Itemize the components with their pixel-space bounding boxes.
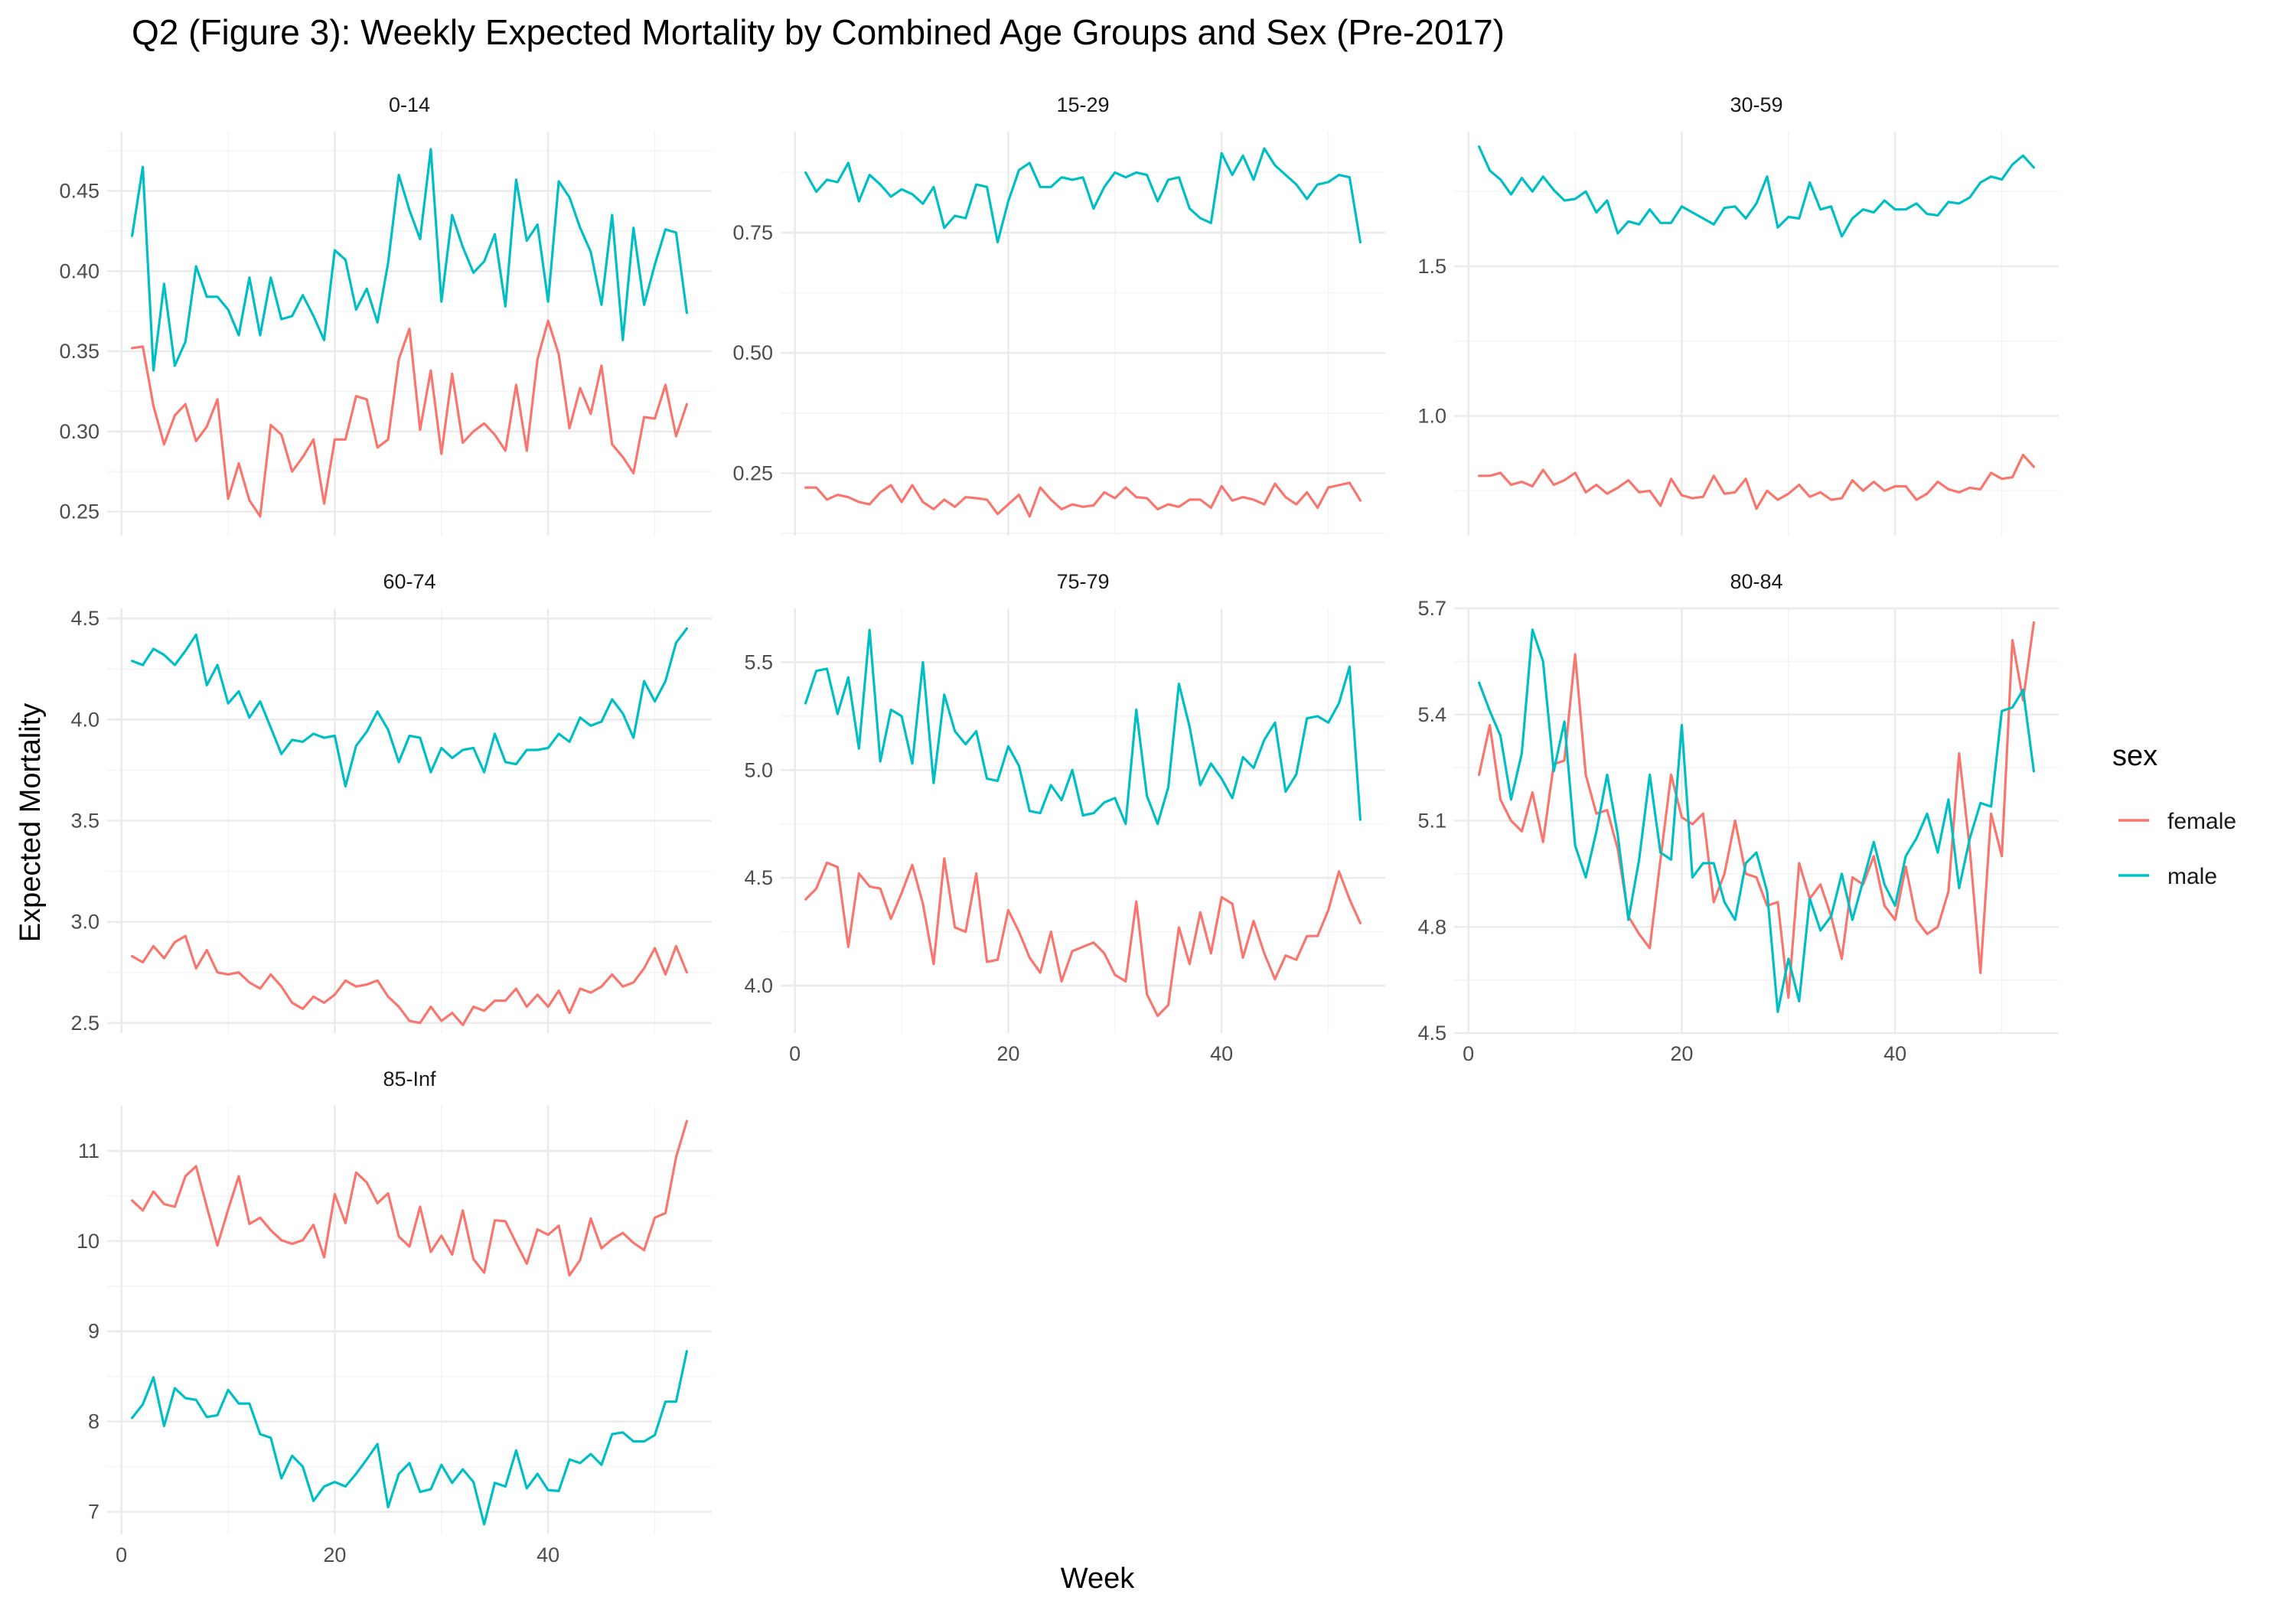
series-line-male <box>1477 145 2035 238</box>
y-tick-label: 0.75 <box>732 221 773 244</box>
y-tick-label: 0.30 <box>59 420 99 443</box>
x-tick-label: 40 <box>1883 1042 1906 1065</box>
y-tick-label: 11 <box>78 1139 99 1162</box>
panel-30-59: 30-59 1.0 1.5 <box>1417 93 2059 536</box>
chart-title: Q2 (Figure 3): Weekly Expected Mortality… <box>132 12 1505 52</box>
series-line-female <box>131 1120 689 1277</box>
series-line-female <box>131 934 689 1027</box>
x-tick-label: 20 <box>1670 1042 1693 1065</box>
x-axis-title: Week <box>1061 1563 1135 1595</box>
y-tick-label: 0.40 <box>59 259 99 282</box>
y-tick-label: 5.5 <box>744 650 773 673</box>
series-line-male <box>1477 628 2035 1013</box>
series-line-female <box>1477 453 2035 510</box>
y-tick-label: 5.0 <box>744 758 773 781</box>
y-tick-label: 3.5 <box>70 810 99 833</box>
y-tick-label: 4.0 <box>70 708 99 731</box>
series-line-female <box>804 481 1362 518</box>
y-tick-label: 2.5 <box>70 1012 99 1035</box>
y-tick-label: 1.0 <box>1417 405 1446 428</box>
series-line-female <box>804 857 1362 1018</box>
panel-strip-label: 30-59 <box>1730 93 1782 116</box>
y-tick-label: 0.25 <box>732 461 773 484</box>
panel-0-14: 0-14 0.25 0.30 0.35 0.40 0.45 <box>59 93 712 536</box>
y-tick-label: 0.45 <box>59 180 99 203</box>
series-line-female <box>131 319 689 518</box>
series-line-female <box>1477 621 2035 999</box>
panel-strip-label: 15-29 <box>1056 93 1109 116</box>
x-tick-label: 40 <box>536 1543 559 1566</box>
y-tick-label: 4.5 <box>70 607 99 630</box>
y-tick-label: 0.50 <box>732 341 773 364</box>
panel-strip-label: 85-Inf <box>383 1068 436 1090</box>
facet-panels: 0-14 0.25 0.30 0.35 0.40 0.45 15-29 0.25 0.50 0.7… <box>59 93 2059 1566</box>
x-tick-label: 0 <box>1463 1042 1474 1065</box>
panel-strip-label: 80-84 <box>1730 570 1782 593</box>
x-tick-label: 40 <box>1210 1042 1233 1065</box>
y-axis-title: Expected Mortality <box>15 703 47 943</box>
x-tick-label: 0 <box>116 1543 127 1566</box>
y-tick-label: 4.5 <box>1417 1022 1446 1045</box>
series-line-male <box>804 147 1362 244</box>
panel-strip-label: 0-14 <box>389 93 430 116</box>
x-tick-label: 0 <box>789 1042 801 1065</box>
series-line-male <box>131 148 689 372</box>
y-tick-label: 4.5 <box>744 866 773 889</box>
y-tick-label: 9 <box>88 1320 99 1343</box>
legend-label-female: female <box>2167 809 2236 834</box>
panel-strip-label: 60-74 <box>383 570 435 593</box>
legend-title: sex <box>2112 740 2157 772</box>
y-tick-label: 0.25 <box>59 500 99 523</box>
series-line-male <box>804 628 1362 826</box>
y-tick-label: 7 <box>88 1501 99 1524</box>
series-line-male <box>131 1350 689 1526</box>
y-tick-label: 3.0 <box>70 911 99 934</box>
y-tick-label: 0.35 <box>59 340 99 363</box>
panel-60-74: 60-74 2.5 3.0 3.5 4.0 4.5 <box>70 570 712 1035</box>
x-tick-label: 20 <box>323 1543 346 1566</box>
panel-80-84: 80-84 4.5 4.8 5.1 5.4 5.7 0 20 40 <box>1417 570 2059 1065</box>
x-tick-label: 20 <box>996 1042 1019 1065</box>
y-tick-label: 10 <box>77 1230 99 1253</box>
legend: sex female male <box>2112 740 2236 889</box>
panel-75-79: 75-79 4.0 4.5 5.0 5.5 0 20 40 <box>744 570 1385 1065</box>
y-tick-label: 1.5 <box>1417 255 1446 278</box>
legend-label-male: male <box>2167 864 2217 889</box>
y-tick-label: 4.8 <box>1417 915 1446 938</box>
panel-strip-label: 75-79 <box>1056 570 1109 593</box>
y-tick-label: 8 <box>88 1410 99 1433</box>
y-tick-label: 5.4 <box>1417 703 1446 726</box>
y-tick-label: 4.0 <box>744 974 773 997</box>
panel-15-29: 15-29 0.25 0.50 0.75 <box>732 93 1385 536</box>
y-tick-label: 5.7 <box>1417 597 1446 620</box>
panel-85-Inf: 85-Inf 7 8 9 10 11 0 20 40 <box>77 1068 712 1566</box>
series-line-male <box>131 627 689 788</box>
y-tick-label: 5.1 <box>1417 810 1446 833</box>
